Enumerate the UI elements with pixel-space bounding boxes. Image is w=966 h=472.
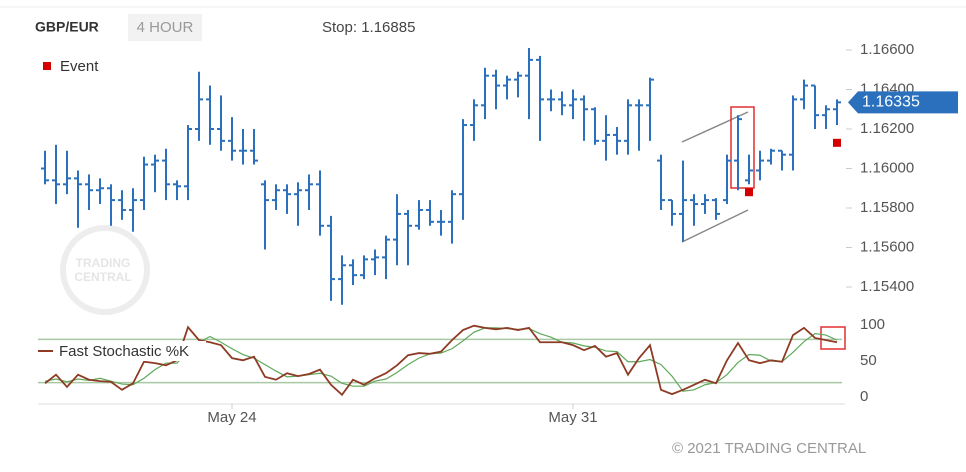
x-tick-label: May 31 [548, 409, 597, 426]
legend-bg [34, 341, 206, 361]
symbol: GBP/EUR [35, 19, 99, 35]
legend-swatch [43, 62, 51, 70]
x-tick-label: May 24 [207, 409, 256, 426]
y-tick-label: 100 [860, 316, 885, 333]
watermark-text: TRADING [76, 256, 131, 270]
pattern-box [730, 106, 755, 189]
y-tick-label: 1.15800 [860, 199, 914, 216]
y-tick-label: 1.16600 [860, 41, 914, 58]
stop-level: Stop: 1.16885 [322, 19, 415, 36]
timeframe[interactable]: 4 HOUR [137, 19, 194, 36]
series-line [44, 327, 838, 392]
y-tick-label: 1.15600 [860, 238, 914, 255]
legend-label: Event [60, 58, 99, 75]
y-tick-label: 0 [860, 388, 868, 405]
y-tick-label: 1.16000 [860, 159, 914, 176]
event-marker [745, 188, 753, 197]
last-price-label: 1.16335 [862, 94, 920, 111]
signal-box [820, 326, 846, 350]
legend-label: Fast Stochastic %K [59, 343, 189, 360]
y-tick-label: 1.15400 [860, 278, 914, 295]
event-marker [833, 138, 841, 147]
timeframe-tab[interactable] [128, 14, 202, 41]
watermark-text: CENTRAL [74, 270, 131, 284]
watermark: TRADING CENTRAL [60, 225, 150, 315]
last-price-tag [848, 91, 958, 114]
y-tick-label: 1.16200 [860, 120, 914, 137]
channel-line [681, 209, 749, 243]
y-tick-label: 50 [860, 352, 877, 369]
watermark-ring [60, 225, 150, 315]
copyright: © 2021 TRADING CENTRAL [672, 440, 866, 457]
